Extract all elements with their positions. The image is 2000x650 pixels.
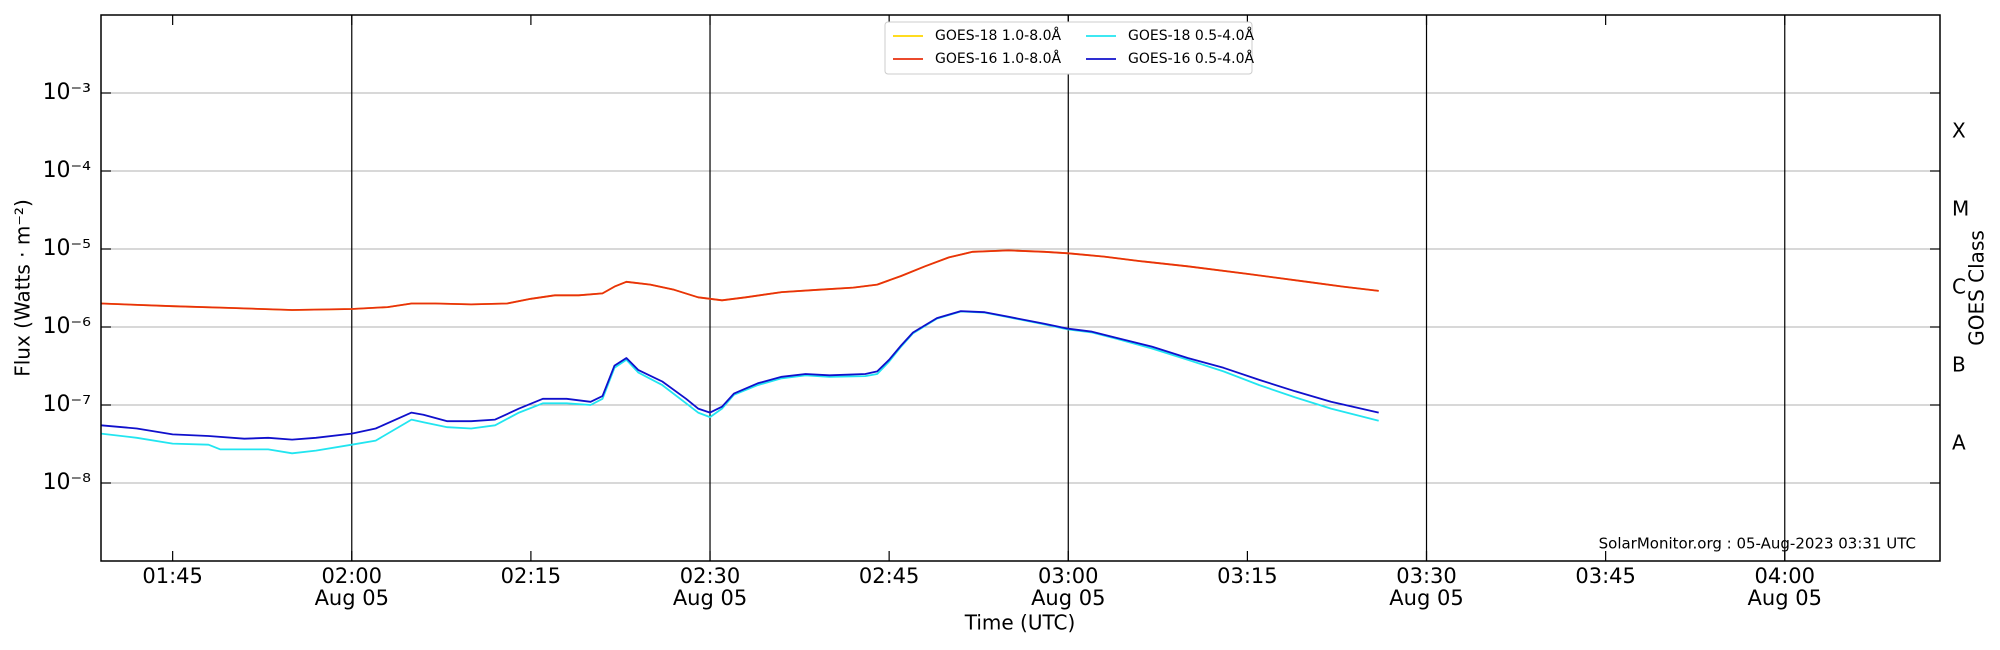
y-axis-label: Flux (Watts · m⁻²) <box>11 199 35 377</box>
legend-label: GOES-18 1.0-8.0Å <box>935 27 1061 44</box>
legend-label: GOES-16 1.0-8.0Å <box>935 50 1061 67</box>
x-tick-date: Aug 05 <box>1031 586 1105 610</box>
x-tick-label: 02:00 <box>322 564 383 588</box>
x-tick-date: Aug 05 <box>315 586 389 610</box>
y-tick-label: 10⁻³ <box>43 80 91 105</box>
y-tick-label: 10⁻⁶ <box>43 314 92 339</box>
x-tick-label: 01:45 <box>142 564 203 588</box>
series-line <box>100 249 1379 311</box>
plot-frame <box>100 14 1941 562</box>
y-tick-label: 10⁻⁵ <box>43 236 91 261</box>
series-line <box>100 310 1379 455</box>
legend-label: GOES-18 0.5-4.0Å <box>1128 27 1254 44</box>
y2-tick-label: X <box>1952 119 1966 143</box>
x-tick-label: 03:00 <box>1038 564 1099 588</box>
legend-label: GOES-16 0.5-4.0Å <box>1128 50 1254 67</box>
legend-box <box>884 21 1253 75</box>
y2-tick-label: C <box>1952 275 1966 299</box>
series-line <box>100 310 1379 441</box>
y2-tick-label: A <box>1952 431 1966 455</box>
x-axis-label: Time (UTC) <box>964 611 1076 635</box>
y2-axis-label: GOES Class <box>1965 230 1989 346</box>
x-tick-label: 03:15 <box>1217 564 1278 588</box>
y2-tick-label: M <box>1952 197 1969 221</box>
x-tick-label: 03:45 <box>1575 564 1636 588</box>
annotation: SolarMonitor.org : 05-Aug-2023 03:31 UTC <box>1599 535 1916 553</box>
y-tick-label: 10⁻⁸ <box>43 470 92 495</box>
x-tick-label: 02:15 <box>501 564 562 588</box>
x-tick-date: Aug 05 <box>1748 586 1822 610</box>
x-tick-label: 02:45 <box>859 564 920 588</box>
y-tick-label: 10⁻⁴ <box>43 158 92 183</box>
x-tick-date: Aug 05 <box>1389 586 1463 610</box>
x-tick-label: 03:30 <box>1396 564 1457 588</box>
y2-tick-label: B <box>1952 353 1966 377</box>
series-line <box>100 249 1379 311</box>
x-tick-label: 02:30 <box>680 564 741 588</box>
x-tick-date: Aug 05 <box>673 586 747 610</box>
x-tick-label: 04:00 <box>1754 564 1815 588</box>
y-tick-label: 10⁻⁷ <box>43 392 91 417</box>
